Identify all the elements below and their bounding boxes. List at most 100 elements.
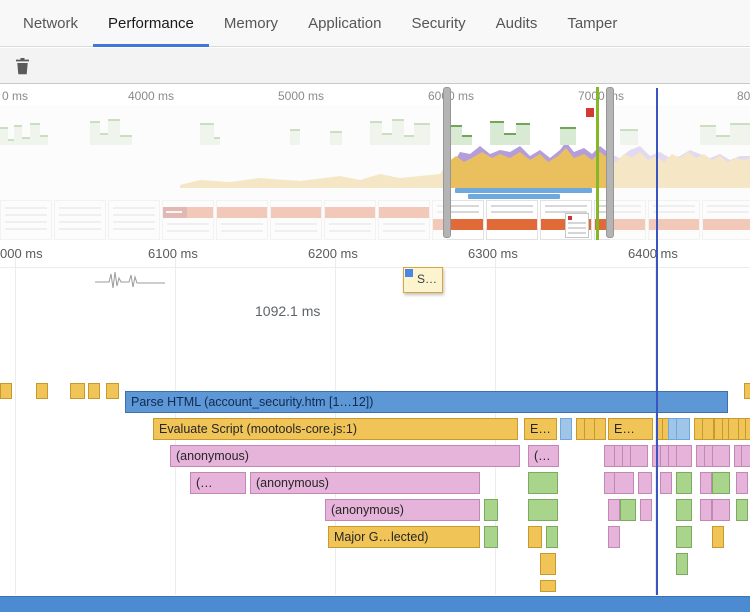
flame-bar[interactable] [700,499,712,521]
flame-bar[interactable] [0,383,12,399]
fps-bar [450,125,462,145]
flame-bar[interactable] [608,526,620,548]
detail-ruler: 000 ms 6100 ms 6200 ms 6300 ms 6400 ms [0,240,750,268]
flame-bar[interactable] [700,472,712,494]
flame-bar[interactable] [676,472,692,494]
fps-bar [490,121,504,145]
flame-bar[interactable] [106,383,119,399]
fps-bar [516,123,530,145]
overview-ruler-label: 80 [737,89,750,103]
major-gc-bar[interactable]: Major G…lected) [328,526,480,548]
thumbnail-text-line [545,205,587,207]
flame-bar[interactable] [620,499,636,521]
screenshot-chip[interactable]: S… [403,267,443,293]
flame-bar[interactable] [712,445,730,467]
thumbnail-dialog-line [568,227,586,229]
interactions-waveform [95,271,165,289]
thumbnail-banner [433,219,483,230]
tab-tamper[interactable]: Tamper [567,15,618,32]
tab-performance[interactable]: Performance [93,0,209,47]
flame-bar[interactable] [676,418,690,440]
detail-ruler-label: 6300 ms [468,246,518,261]
thumbnail-text-line [491,211,533,213]
flame-bar[interactable] [614,472,634,494]
flame-bar[interactable] [560,418,572,440]
flame-bar[interactable] [736,472,748,494]
flame-bar[interactable] [88,383,100,399]
flame-bar[interactable] [638,472,652,494]
flame-bar[interactable] [546,526,558,548]
flame-bar[interactable] [702,418,714,440]
overview-ruler-label: 4000 ms [128,89,175,103]
thumbnail-dialog-line [568,222,586,224]
flame-bar[interactable] [608,499,620,521]
toolbar [0,48,750,84]
overview-ruler-label: 5000 ms [278,89,325,103]
grid-line [655,258,656,595]
overview-dim-left [0,105,447,240]
flame-bar[interactable] [484,499,498,521]
tab-security[interactable]: Security [411,15,466,32]
selection-handle-left[interactable] [443,87,451,238]
evaluate-script-bar[interactable]: Evaluate Script (mootools-core.js:1) [153,418,518,440]
flame-bar[interactable] [676,553,688,575]
timeline-overview[interactable]: 0 ms 4000 ms 5000 ms 6000 ms 7000 ms 80 [0,85,750,241]
flame-bar[interactable] [676,499,692,521]
clear-recordings-button[interactable] [10,54,34,78]
filmstrip-thumbnail[interactable] [540,200,592,240]
tab-application[interactable]: Application [308,15,382,32]
flame-bar[interactable] [630,445,648,467]
thumbnail-dialog-line [568,232,586,234]
flame-bar[interactable] [736,499,748,521]
flame-bar[interactable] [712,526,724,548]
trash-icon [15,57,29,74]
bottom-summary-strip [0,596,750,612]
fps-bar [560,127,576,145]
tab-network[interactable]: Network [23,15,79,32]
screenshot-icon [405,269,413,277]
thumbnail-text-line [437,211,479,213]
flame-bar[interactable] [528,472,558,494]
flame-bar[interactable] [640,499,652,521]
flame-bar[interactable] [745,418,750,440]
flame-bar[interactable] [712,499,730,521]
detail-ruler-label: 000 ms [0,246,43,261]
flame-bar[interactable] [528,499,558,521]
flame-bar[interactable] [676,445,692,467]
long-task-marker [586,108,594,117]
evaluate-script-bar[interactable]: E… [524,418,557,440]
flame-bar[interactable] [676,526,692,548]
tab-memory[interactable]: Memory [223,15,279,32]
flame-bar[interactable] [594,418,606,440]
flame-bar[interactable] [484,526,498,548]
flame-bar[interactable] [741,445,750,467]
thumbnail-text-line [545,211,587,213]
anonymous-bar[interactable]: (… [528,445,559,467]
thumbnail-text-line [491,205,533,207]
detail-ruler-label: 6400 ms [628,246,678,261]
flame-bar[interactable] [540,580,556,592]
selection-handle-right[interactable] [606,87,614,238]
flame-bar[interactable] [660,472,672,494]
evaluate-script-bar[interactable]: E… [608,418,653,440]
parse-html-bar[interactable]: Parse HTML (account_security.htm [1…12]) [125,391,728,413]
flame-bar[interactable] [36,383,48,399]
anonymous-bar[interactable]: (… [190,472,246,494]
filmstrip-thumbnail[interactable] [486,200,538,240]
thumbnail-text-line [437,205,479,207]
flame-bar[interactable] [528,526,542,548]
grid-line [15,258,16,595]
tab-audits[interactable]: Audits [495,15,538,32]
anonymous-bar[interactable]: (anonymous) [325,499,480,521]
flame-bar[interactable] [744,383,750,399]
overview-ruler-label: 6000 ms [428,89,475,103]
flame-bar[interactable] [712,472,730,494]
overview-ruler-label: 7000 ms [578,89,625,103]
flame-bar[interactable] [70,383,85,399]
overview-dim-right [610,105,750,240]
anonymous-bar[interactable]: (anonymous) [170,445,520,467]
flame-bar[interactable] [540,553,556,575]
anonymous-bar[interactable]: (anonymous) [250,472,480,494]
